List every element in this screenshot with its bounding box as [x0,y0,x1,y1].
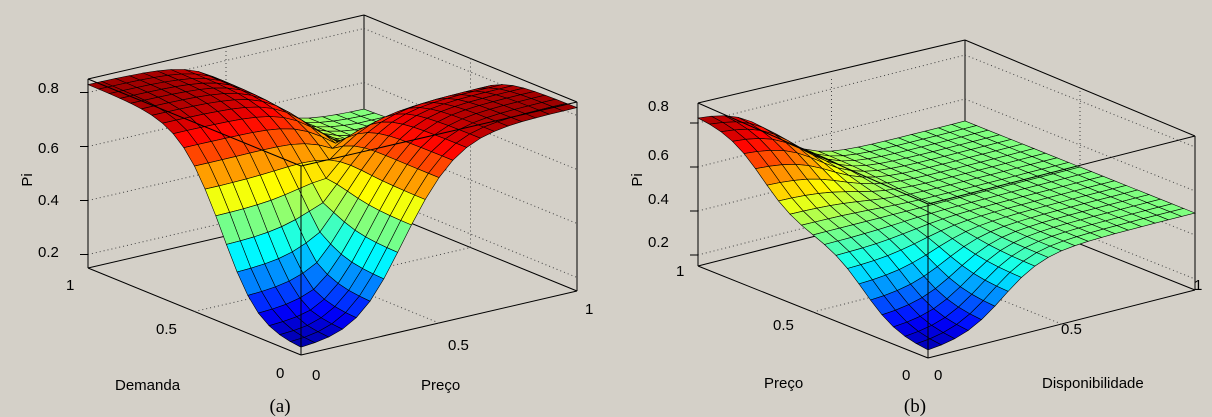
y-axis-label: Preço [421,377,460,394]
axes-box-a [80,14,578,356]
x-tick-1: 0.5 [773,317,794,334]
x-axis-label: Demanda [115,377,181,394]
z-tick-0: 0.2 [38,244,59,261]
z-axis-label: Pi [629,173,646,186]
y-tick-2: 1 [1194,277,1202,294]
surface-facet [915,338,943,351]
chart-panel-b: 0.2 0.4 0.6 0.8 Pi 1 0.5 0 0 0.5 1 Preço… [606,0,1212,417]
z-tick-1: 0.4 [38,192,59,209]
y-axis-label: Disponibilidade [1042,375,1144,392]
y-tick-1: 0.5 [1061,321,1082,338]
subplot-label-a: (a) [269,396,290,417]
x-tick-1: 0.5 [156,321,177,338]
y-tick-0: 0 [934,367,942,384]
front-edges-a [87,78,578,355]
y-tick-1: 0.5 [448,337,469,354]
x-tick-2: 1 [66,277,74,294]
surface-plot-a: 0.2 0.4 0.6 0.8 Pi 1 0.5 0 0 0.5 1 Deman… [19,14,593,417]
surface-mesh-b [697,115,1196,351]
z-tick-0: 0.2 [648,234,669,251]
y-tick-2: 1 [585,301,593,318]
z-tick-1: 0.4 [648,191,669,208]
x-tick-0: 0 [276,365,284,382]
x-tick-2: 1 [676,263,684,280]
surface-facet [289,337,316,348]
axis-labels-a: 0.2 0.4 0.6 0.8 Pi 1 0.5 0 0 0.5 1 Deman… [19,80,593,417]
z-tick-2: 0.6 [38,140,59,157]
x-axis-label: Preço [764,375,803,392]
axis-labels-b: 0.2 0.4 0.6 0.8 Pi 1 0.5 0 0 0.5 1 Preço… [629,98,1202,417]
chart-panel-a: 0.2 0.4 0.6 0.8 Pi 1 0.5 0 0 0.5 1 Deman… [19,14,593,417]
y-tick-0: 0 [312,367,320,384]
front-edges-b [697,102,1196,358]
z-tick-3: 0.8 [648,98,669,115]
x-tick-0: 0 [902,367,910,384]
surface-mesh-a [87,69,578,348]
surface-plot-b: 0.2 0.4 0.6 0.8 Pi 1 0.5 0 0 0.5 1 Preço… [629,39,1202,417]
z-tick-2: 0.6 [648,147,669,164]
subplot-label-b: (b) [904,396,926,417]
z-axis-label: Pi [19,173,36,186]
z-tick-3: 0.8 [38,80,59,97]
